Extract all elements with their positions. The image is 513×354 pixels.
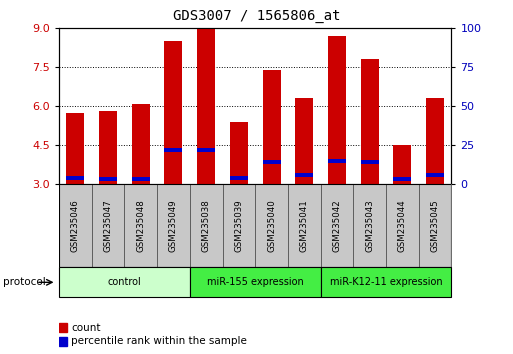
Text: count: count (71, 323, 101, 333)
Bar (419, 184, 451, 267)
Bar (223, 184, 255, 267)
Text: GSM235046: GSM235046 (71, 199, 80, 252)
Bar (165, 148, 183, 152)
Text: GSM235040: GSM235040 (267, 199, 276, 252)
Bar (157, 184, 190, 267)
Bar (328, 36, 346, 184)
Bar (230, 176, 248, 179)
Text: GSM235049: GSM235049 (169, 199, 178, 252)
Bar (197, 28, 215, 184)
Bar (197, 148, 215, 152)
Text: GSM235048: GSM235048 (136, 199, 145, 252)
Text: GSM235041: GSM235041 (300, 199, 309, 252)
Bar (124, 184, 157, 267)
Text: miR-155 expression: miR-155 expression (207, 277, 304, 287)
Bar (295, 98, 313, 184)
Bar (361, 160, 379, 164)
Bar (230, 122, 248, 184)
Bar (59, 324, 67, 332)
Bar (393, 177, 411, 181)
Bar (263, 160, 281, 164)
Bar (59, 267, 190, 297)
Bar (386, 184, 419, 267)
Bar (255, 184, 288, 267)
Bar (59, 337, 67, 346)
Bar (426, 98, 444, 184)
Text: GSM235043: GSM235043 (365, 199, 374, 252)
Bar (66, 176, 84, 179)
Bar (132, 104, 150, 184)
Bar (426, 173, 444, 177)
Bar (66, 113, 84, 184)
Bar (361, 59, 379, 184)
Text: GSM235042: GSM235042 (332, 199, 342, 252)
Text: GSM235044: GSM235044 (398, 199, 407, 252)
Text: GSM235045: GSM235045 (430, 199, 440, 252)
Text: control: control (108, 277, 141, 287)
Text: GSM235039: GSM235039 (234, 199, 243, 252)
Bar (165, 41, 183, 184)
Bar (288, 184, 321, 267)
Bar (393, 145, 411, 184)
Text: miR-K12-11 expression: miR-K12-11 expression (330, 277, 442, 287)
Bar (190, 267, 321, 297)
Bar (295, 173, 313, 177)
Bar (92, 184, 125, 267)
Text: GSM235047: GSM235047 (104, 199, 112, 252)
Text: GDS3007 / 1565806_at: GDS3007 / 1565806_at (173, 9, 340, 23)
Bar (353, 184, 386, 267)
Bar (59, 184, 92, 267)
Bar (321, 267, 451, 297)
Bar (263, 70, 281, 184)
Bar (132, 177, 150, 181)
Bar (99, 112, 117, 184)
Bar (99, 177, 117, 181)
Text: GSM235038: GSM235038 (202, 199, 211, 252)
Bar (321, 184, 353, 267)
Text: percentile rank within the sample: percentile rank within the sample (71, 336, 247, 346)
Bar (190, 184, 223, 267)
Text: protocol: protocol (3, 277, 45, 287)
Bar (328, 159, 346, 163)
